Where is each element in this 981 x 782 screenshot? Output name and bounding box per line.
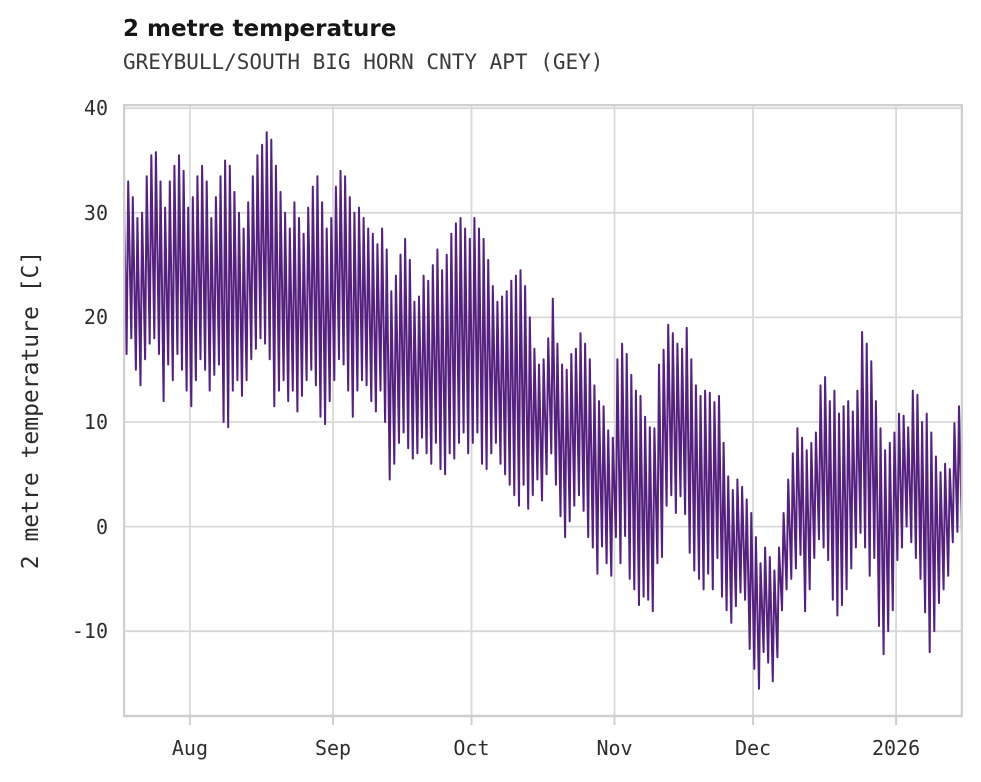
y-tick-label: 30 — [83, 200, 108, 225]
chart-title: 2 metre temperature — [123, 16, 397, 42]
x-tick-label: Oct — [453, 736, 490, 760]
y-tick-label: 10 — [83, 410, 108, 434]
plot-border — [123, 104, 963, 718]
chart-subtitle: GREYBULL/SOUTH BIG HORN CNTY APT (GEY) — [123, 50, 604, 74]
x-tick-label: Aug — [171, 736, 208, 760]
y-tick-label: 0 — [95, 514, 108, 539]
y-tick-label: 40 — [83, 96, 108, 121]
x-tick-label: Dec — [734, 736, 772, 760]
x-tick-label: Sep — [314, 736, 352, 760]
x-tick-label: Nov — [596, 736, 633, 760]
temperature-line — [123, 131, 963, 690]
x-tick-label: 2026 — [871, 736, 921, 760]
y-tick-label: 20 — [83, 305, 108, 330]
y-tick-label: -10 — [71, 619, 108, 644]
plot-area — [123, 104, 963, 725]
